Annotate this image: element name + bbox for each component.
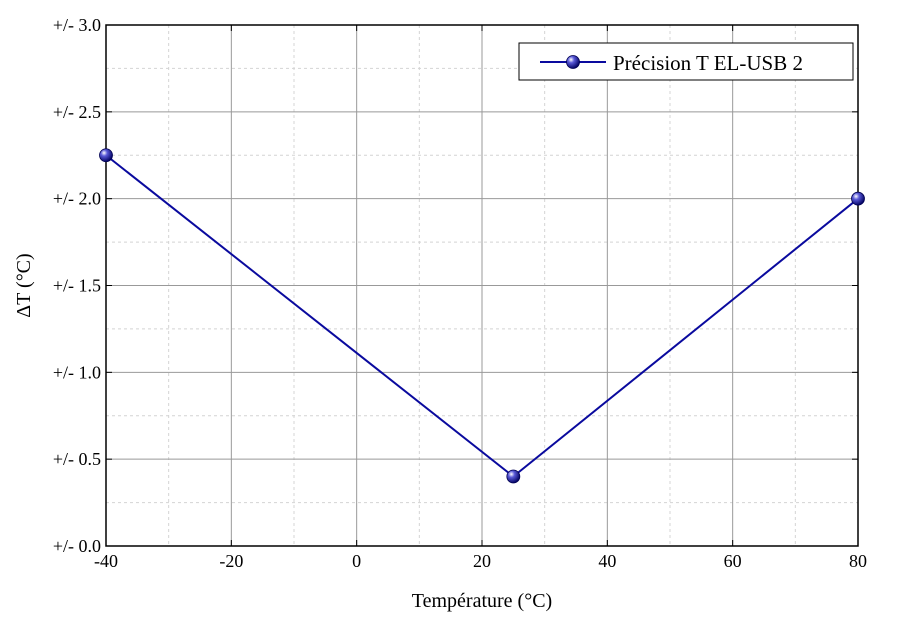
y-tick-label: +/- 1.5 (53, 276, 101, 296)
x-tick-label: -20 (219, 551, 243, 571)
data-point (851, 191, 865, 206)
x-axis-label: Température (°C) (412, 590, 552, 612)
x-tick-label: 40 (598, 551, 616, 571)
series-layer (99, 148, 865, 484)
y-tick-label: +/- 2.5 (53, 102, 101, 122)
x-tick-label: 60 (724, 551, 742, 571)
y-tick-label: +/- 3.0 (53, 15, 101, 35)
legend: Précision T EL-USB 2 (518, 42, 854, 81)
y-axis-ticks: +/- 0.0 +/- 0.5 +/- 1.0 +/- 1.5 +/- 2.0 +/- 2… (53, 15, 858, 556)
legend-marker (566, 55, 580, 69)
x-tick-label: 0 (352, 551, 361, 571)
y-axis-label: ΔT (°C) (13, 253, 35, 317)
y-tick-label: +/- 0.0 (53, 536, 101, 556)
y-tick-label: +/- 2.0 (53, 189, 101, 209)
grid-major (105, 24, 859, 547)
x-tick-label: -40 (94, 551, 118, 571)
x-tick-label: 20 (473, 551, 491, 571)
y-tick-label: +/- 0.5 (53, 449, 101, 469)
legend-entry-label: Précision T EL-USB 2 (613, 51, 803, 75)
x-tick-label: 80 (849, 551, 867, 571)
y-tick-label: +/- 1.0 (53, 362, 101, 382)
data-point (506, 469, 521, 484)
data-point (99, 148, 113, 163)
x-axis-ticks: -40 -20 0 20 40 60 80 (94, 25, 867, 571)
